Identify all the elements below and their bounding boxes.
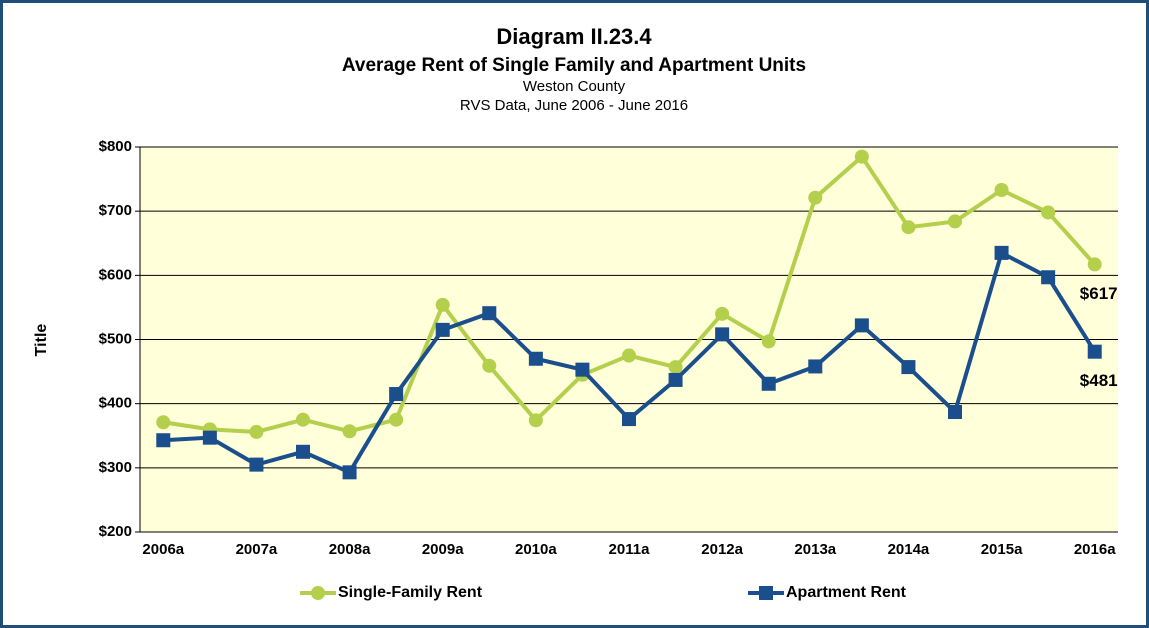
data-point [528, 413, 543, 428]
x-tick-label: 2012a [701, 541, 743, 558]
x-tick-label: 2013a [794, 541, 836, 558]
chart-subtitle: Average Rent of Single Family and Apartm… [342, 55, 806, 76]
data-point [994, 182, 1009, 197]
data-point [715, 306, 730, 321]
data-point [296, 412, 310, 427]
x-tick-label: 2007a [236, 541, 278, 558]
x-tick-label: 2011a [609, 541, 651, 558]
data-point [948, 405, 962, 420]
legend-marker [311, 586, 325, 600]
x-tick-label: 2009a [422, 541, 464, 558]
data-point [622, 348, 636, 363]
x-tick-label: 2015a [981, 541, 1023, 558]
data-point [296, 444, 310, 459]
data-point [482, 306, 497, 321]
y-tick-label: $700 [99, 202, 132, 219]
data-point [435, 297, 450, 312]
x-tick-label: 2010a [515, 541, 557, 558]
y-tick-label: $300 [99, 459, 132, 476]
data-point [1041, 270, 1056, 285]
data-point [854, 149, 869, 164]
data-point [901, 220, 916, 235]
data-point [668, 372, 683, 387]
data-point [249, 457, 264, 472]
data-point [715, 327, 730, 342]
y-tick-label: $800 [99, 138, 132, 155]
data-point [342, 424, 357, 439]
data-point [948, 214, 962, 229]
data-point [808, 190, 823, 205]
data-point [482, 358, 497, 373]
data-point [389, 412, 404, 427]
data-point [389, 387, 404, 402]
y-axis-label: Title [33, 324, 50, 357]
chart-title: Diagram II.23.4 [496, 24, 652, 49]
data-point [622, 412, 636, 427]
data-label: $481 [1080, 371, 1118, 390]
x-tick-label: 2006a [142, 541, 184, 558]
legend-label: Apartment Rent [786, 584, 907, 601]
x-tick-label: 2008a [329, 541, 371, 558]
data-point [575, 362, 590, 377]
legend-label: Single-Family Rent [338, 584, 483, 601]
data-point [854, 318, 869, 333]
chart-subtitle: RVS Data, June 2006 - June 2016 [460, 97, 688, 114]
data-point [761, 376, 776, 391]
data-point [156, 433, 171, 448]
y-tick-label: $600 [99, 266, 132, 283]
legend-marker [759, 586, 773, 600]
data-point [435, 322, 450, 337]
chart-subtitle: Weston County [523, 78, 626, 95]
y-tick-label: $400 [99, 395, 132, 412]
x-tick-label: 2014a [888, 541, 930, 558]
data-point [994, 245, 1009, 260]
data-point [342, 465, 357, 480]
y-tick-label: $200 [99, 523, 132, 540]
data-point [1087, 344, 1102, 359]
y-tick-label: $500 [99, 330, 132, 347]
data-point [202, 430, 217, 445]
data-point [668, 360, 683, 375]
data-point [808, 359, 823, 374]
x-tick-label: 2016a [1074, 541, 1116, 558]
data-point [901, 360, 916, 375]
data-point [1087, 257, 1102, 272]
data-point [156, 415, 171, 430]
data-label: $617 [1080, 284, 1118, 303]
data-point [528, 351, 543, 366]
data-point [761, 334, 776, 349]
data-point [249, 424, 264, 439]
data-point [1041, 205, 1056, 220]
